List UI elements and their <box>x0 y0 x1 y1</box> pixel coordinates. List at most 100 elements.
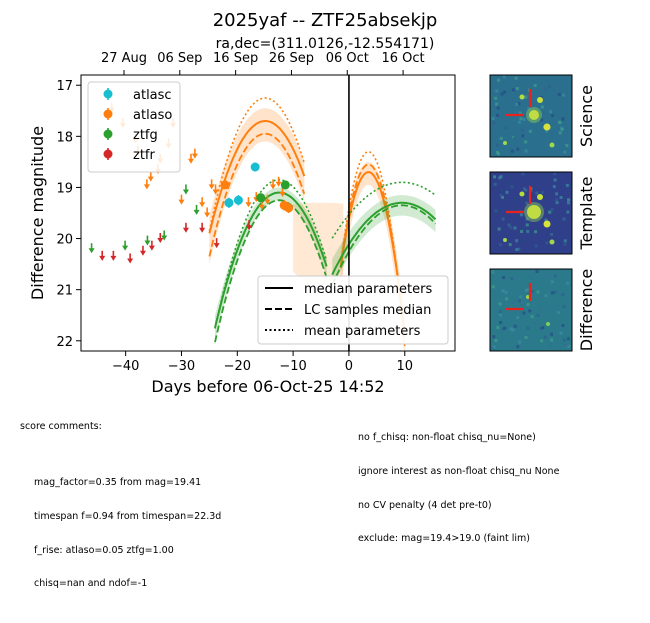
y-tick-label: 20 <box>56 233 73 248</box>
upper-limit-atlaso <box>245 197 252 208</box>
legend-label: ztfr <box>133 148 155 163</box>
upper-limit-ztfr <box>148 240 155 251</box>
upper-limit-atlaso <box>187 153 194 164</box>
comment-line: exclude: mag=19.4>19.0 (faint lim) <box>358 533 530 545</box>
fit-curve <box>208 120 306 234</box>
stamp-science: Science <box>489 74 596 158</box>
comment-line: f_rise: atlaso=0.05 ztfg=1.00 <box>34 544 174 556</box>
detection-atlaso <box>284 202 294 213</box>
y-tick-label: 22 <box>56 335 73 350</box>
detection-atlasc <box>250 162 260 172</box>
upper-limit-ztfr <box>110 250 117 261</box>
comment-line: ignore interest as non-float chisq_nu No… <box>358 466 560 478</box>
detection-atlasc <box>233 195 243 206</box>
x-tick-label: 10 <box>396 359 413 374</box>
upper-limit-ztfg <box>122 240 129 251</box>
legend-lc-samples-median: LC samples median <box>304 303 431 318</box>
upper-limit-ztfg <box>161 230 168 241</box>
top-tick-label: 27 Aug <box>101 51 147 66</box>
stamp-label: Science <box>577 85 596 147</box>
x-tick-label: 0 <box>345 359 353 374</box>
fit-band <box>209 108 305 265</box>
fit-curve <box>214 199 328 343</box>
upper-limit-ztfg <box>182 184 189 195</box>
plot-frame <box>80 74 456 352</box>
fit-curve <box>331 181 436 239</box>
comment-line: mag_factor=0.35 from mag=19.41 <box>34 477 202 489</box>
upper-limit-ztfg <box>193 204 200 215</box>
fit-curve <box>331 204 437 286</box>
fit-curve <box>208 132 306 257</box>
x-tick-label: −20 <box>224 359 251 374</box>
upper-limit-atlaso <box>212 184 219 195</box>
legend-label: atlaso <box>133 108 172 123</box>
comment-line: no f_chisq: non-float chisq_nu=None) <box>358 432 536 444</box>
x-tick-label: −40 <box>112 359 139 374</box>
score-comments-right: no f_chisq: non-float chisq_nu=None) ign… <box>358 410 559 556</box>
upper-limit-atlaso <box>191 148 198 159</box>
upper-limit-ztfr <box>246 220 253 231</box>
upper-limit-atlaso <box>275 176 282 187</box>
detection-atlaso <box>220 180 230 190</box>
y-tick-label: 21 <box>56 284 73 299</box>
top-tick-label: 16 Oct <box>382 51 425 66</box>
legend-entry-atlaso: atlaso <box>103 108 172 123</box>
upper-limit-ztfg <box>144 235 151 246</box>
upper-limit-atlaso <box>208 179 215 190</box>
y-tick-label: 18 <box>56 130 73 145</box>
upper-limit-atlaso <box>204 207 211 218</box>
fit-curve <box>214 191 328 328</box>
upper-limit-atlaso <box>270 179 277 190</box>
photometry-legend: atlasc atlaso ztfg ztfr <box>87 81 181 173</box>
top-tick-label: 06 Sep <box>157 51 202 66</box>
chart-subtitle: ra,dec=(311.0126,-12.554171) <box>216 36 435 52</box>
fit-curves <box>208 97 437 351</box>
lightcurve-figure: 2025yaf -- ZTF25absekjp ra,dec=(311.0126… <box>28 10 596 396</box>
upper-limit-ztfr <box>213 238 220 249</box>
stamp-template: Template <box>489 171 596 255</box>
detection-ztfg <box>280 180 290 190</box>
x-axis-label: Days before 06-Oct-25 14:52 <box>151 377 384 396</box>
upper-limit-ztfr <box>99 250 106 261</box>
score-comments-heading: score comments: <box>20 421 102 433</box>
top-tick-label: 16 Sep <box>213 51 258 66</box>
score-comments-left: score comments: mag_factor=0.35 from mag… <box>20 399 221 623</box>
upper-limit-atlaso <box>178 194 185 205</box>
comment-line: no CV penalty (4 det pre-t0) <box>358 499 492 511</box>
stamp-label: Difference <box>577 269 596 351</box>
fit-band <box>332 195 436 288</box>
legend-entry-atlasc: atlasc <box>103 88 172 103</box>
fit-curve <box>339 163 406 338</box>
axis-ticks: −40 −30 −20 −10 0 10 17 18 19 20 21 22 27 Aug 06 Sep 1… <box>56 51 424 374</box>
y-axis-label: Difference magnitude <box>28 126 47 300</box>
y-tick-label: 19 <box>56 181 73 196</box>
upper-limit-atlaso <box>199 197 206 208</box>
upper-limit-ztfr <box>127 253 134 264</box>
upper-limit-ztfr <box>199 222 206 233</box>
legend-mean-parameters: mean parameters <box>304 324 421 339</box>
image-stamps: Science Template Difference <box>489 74 596 352</box>
upper-limit-ztfg <box>88 243 95 254</box>
detection-ztfg <box>256 193 266 203</box>
comment-line: timespan f=0.94 from timespan=22.3d <box>34 511 222 523</box>
legend-entry-ztfr: ztfr <box>103 148 155 163</box>
legend-label: ztfg <box>133 128 158 143</box>
x-tick-label: −30 <box>168 359 195 374</box>
upper-limit-ztfr <box>182 222 189 233</box>
top-tick-label: 06 Oct <box>326 51 369 66</box>
upper-limit-ztfr <box>157 233 164 243</box>
stamp-difference: Difference <box>489 268 596 352</box>
x-tick-label: −10 <box>279 359 306 374</box>
upper-limit-atlaso <box>147 171 154 182</box>
top-tick-label: 26 Sep <box>269 51 314 66</box>
legend-median-parameters: median parameters <box>304 282 432 297</box>
fit-legend: median parameters LC samples median mean… <box>257 275 449 345</box>
detection-atlasc <box>224 197 234 208</box>
fit-curve <box>208 97 306 232</box>
fit-curve <box>339 150 406 347</box>
upper-limit-atlaso <box>264 194 271 205</box>
legend-entry-ztfg: ztfg <box>103 128 158 143</box>
fit-curve <box>214 179 328 329</box>
legend-label: atlasc <box>133 88 172 103</box>
upper-limit-atlaso <box>143 179 150 190</box>
